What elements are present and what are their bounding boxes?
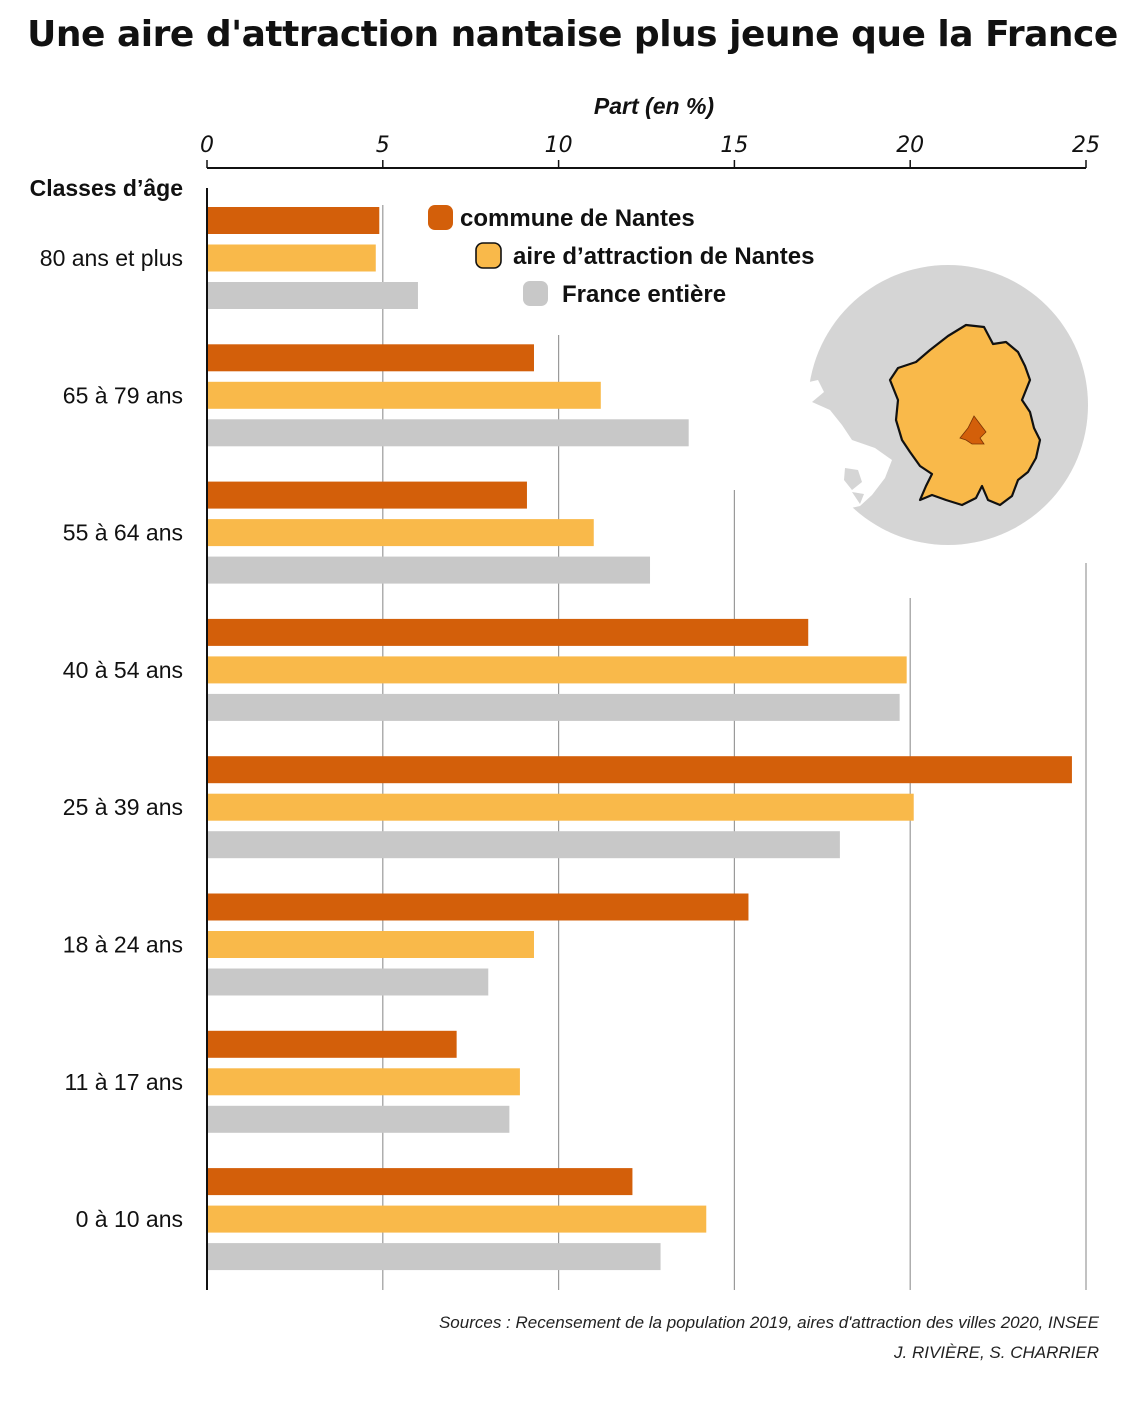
category-label: 0 à 10 ans: [76, 1206, 183, 1232]
bar-1-0: [208, 244, 376, 272]
category-label: 25 à 39 ans: [63, 794, 183, 820]
legend-label-2: France entière: [562, 281, 726, 308]
x-tick-label: 5: [376, 133, 390, 158]
map-commune-nantes: [959, 415, 987, 445]
bar-1-7: [208, 1205, 707, 1233]
legend-swatch-2: [523, 281, 548, 306]
category-label: 18 à 24 ans: [63, 932, 183, 958]
bar-2-1: [208, 419, 689, 447]
category-label: 11 à 17 ans: [64, 1069, 183, 1095]
category-label: 80 ans et plus: [40, 245, 183, 271]
map-island: [844, 468, 864, 504]
legend-label-1: aire d’attraction de Nantes: [513, 243, 814, 270]
category-label: 40 à 54 ans: [63, 657, 183, 683]
x-axis-title: Part (en %): [594, 93, 714, 119]
bar-2-4: [208, 831, 840, 859]
bar-0-1: [208, 344, 534, 372]
bar-2-5: [208, 968, 489, 996]
legend-swatch-1: [475, 242, 502, 269]
bar-1-4: [208, 793, 914, 821]
bar-1-5: [208, 931, 534, 958]
x-tick-label: 15: [720, 133, 748, 158]
bar-0-7: [208, 1168, 633, 1196]
bar-0-5: [208, 893, 749, 921]
category-label: 55 à 64 ans: [63, 520, 183, 546]
bar-1-1: [208, 381, 601, 409]
x-tick-label: 25: [1072, 133, 1100, 158]
bar-0-6: [208, 1030, 457, 1058]
x-tick-label: 0: [200, 133, 214, 158]
bar-0-2: [208, 481, 527, 509]
bar-2-0: [208, 282, 418, 309]
legend-swatch-0: [428, 205, 453, 230]
map-aire-attraction: [888, 323, 1042, 507]
bar-1-6: [208, 1068, 520, 1096]
bar-0-3: [208, 618, 809, 646]
bar-0-4: [208, 756, 1072, 784]
locator-map: [720, 265, 1088, 545]
bar-2-7: [208, 1243, 661, 1271]
y-axis-title: Classes d’âge: [30, 175, 183, 201]
bar-1-2: [208, 519, 594, 547]
bar-2-3: [208, 693, 900, 721]
sources-note: Sources : Recensement de la population 2…: [438, 1313, 1099, 1332]
bar-1-3: [208, 656, 907, 684]
title: Une aire d'attraction nantaise plus jeun…: [27, 14, 1118, 55]
authors-credit: J. RIVIÈRE, S. CHARRIER: [894, 1343, 1099, 1362]
category-label: 65 à 79 ans: [63, 382, 183, 408]
bar-2-6: [208, 1105, 510, 1133]
bar-2-2: [208, 556, 651, 584]
x-tick-label: 10: [545, 133, 573, 158]
legend-label-0: commune de Nantes: [460, 205, 695, 232]
bar-0-0: [208, 207, 380, 234]
x-tick-label: 20: [896, 133, 924, 158]
